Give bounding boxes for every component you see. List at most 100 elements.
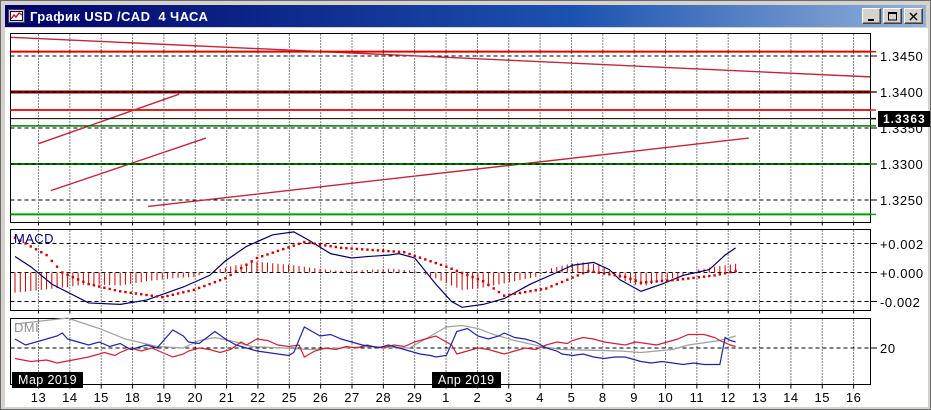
minimize-button[interactable] (862, 8, 881, 24)
macd-signal-dot (229, 273, 232, 277)
macd-signal-dot (197, 286, 201, 290)
macd-signal-dot (513, 292, 516, 296)
macd-signal-dot (545, 287, 548, 290)
macd-signal-dot (250, 260, 253, 263)
macd-signal-dot (150, 294, 153, 297)
minus-di-line (14, 333, 736, 364)
macd-signal-dot (697, 276, 700, 279)
macd-signal-dot (676, 278, 679, 281)
macd-signal-dot (439, 263, 443, 267)
macd-signal-dot (308, 241, 311, 245)
date-axis-label: 2 (473, 390, 482, 405)
price-axis-label: 1.3450 (880, 49, 924, 64)
macd-signal-dot (613, 273, 616, 277)
macd-signal-dot (492, 287, 495, 290)
macd-signal-dot (429, 260, 432, 263)
macd-signal-dot (124, 290, 127, 294)
macd-signal-dot (350, 247, 353, 250)
macd-signal-dot (360, 248, 364, 251)
date-axis-label: 16 (845, 390, 862, 405)
macd-signal-dot (239, 266, 243, 270)
date-axis-label: 28 (375, 390, 392, 405)
macd-signal-dot (524, 290, 527, 294)
title-bar[interactable]: График USD /CAD 4 ЧАСА (5, 5, 926, 27)
macd-signal-dot (560, 280, 564, 284)
macd-signal-dot (176, 292, 180, 295)
adx-line (14, 317, 736, 354)
macd-signal-dot (171, 293, 174, 296)
maximize-button[interactable] (883, 8, 902, 24)
macd-signal-dot (466, 273, 469, 277)
date-axis-label: 19 (156, 390, 172, 405)
macd-signal-dot (261, 255, 264, 258)
macd-signal-dot (392, 250, 395, 253)
macd-signal-dot (192, 288, 196, 292)
macd-signal-dot (455, 269, 459, 273)
macd-signal-dot (708, 274, 711, 278)
macd-signal-dot (287, 246, 290, 249)
macd-signal-dot (397, 250, 401, 254)
macd-signal-dot (13, 236, 17, 239)
minimize-icon (868, 18, 874, 21)
macd-signal-dot (45, 253, 48, 257)
macd-signal-dot (87, 282, 90, 286)
macd-signal-dot (734, 269, 737, 273)
macd-signal-dot (702, 275, 706, 278)
macd-signal-dot (403, 251, 406, 254)
macd-signal-dot (71, 275, 75, 279)
macd-signal-dot (418, 256, 422, 259)
macd-signal-dot (55, 265, 59, 268)
macd-signal-dot (629, 277, 632, 280)
macd-signal-dot (161, 295, 164, 299)
macd-signal-dot (382, 249, 385, 252)
price-axis-label: 1.3300 (880, 157, 924, 172)
macd-signal-dot (245, 263, 248, 266)
macd-signal-dot (129, 291, 132, 294)
macd-signal-dot (639, 281, 643, 284)
macd-signal-dot (134, 292, 138, 295)
macd-signal-dot (671, 278, 674, 282)
macd-signal-dot (203, 284, 206, 288)
maximize-icon (888, 11, 897, 20)
date-axis-label: 13 (751, 390, 768, 405)
macd-signal-dot (413, 254, 416, 258)
date-axis-label: 11 (689, 390, 705, 405)
date-axis-label: 1 (442, 390, 450, 405)
macd-signal-dot (518, 291, 522, 295)
macd-signal-dot (92, 284, 96, 287)
current-price-box: 1.3363 (878, 111, 930, 127)
macd-signal-dot (34, 248, 38, 251)
date-axis-label: 9 (630, 390, 638, 405)
macd-signal-dot (460, 271, 464, 275)
date-axis-label: 15 (93, 390, 109, 405)
macd-signal-dot (276, 249, 280, 253)
date-axis-label: 21 (218, 390, 235, 405)
macd-signal-dot (24, 242, 27, 245)
macd-signal-dot (19, 239, 22, 242)
date-axis-label: 18 (124, 390, 141, 405)
macd-panel[interactable] (10, 229, 871, 311)
close-button[interactable] (904, 8, 923, 24)
macd-signal-dot (108, 287, 111, 291)
macd-signal-dot (424, 258, 427, 261)
macd-signal-dot (534, 289, 537, 292)
close-icon (909, 11, 918, 21)
price-axis-label: 1.3400 (880, 85, 924, 100)
date-axis-label: 22 (250, 390, 266, 405)
macd-signal-dot (497, 290, 501, 294)
macd-signal-dot (687, 277, 690, 280)
date-axis-label: 10 (657, 390, 674, 405)
plus-di-line (14, 326, 736, 366)
macd-signal-dot (255, 256, 259, 260)
macd-signal-dot (487, 283, 490, 287)
macd-signal-dot (550, 285, 553, 288)
macd-signal-dot (539, 288, 543, 291)
macd-signal-dot (119, 290, 122, 293)
macd-signal-dot (345, 247, 348, 250)
macd-signal-dot (76, 278, 80, 281)
macd-signal-dot (634, 279, 637, 282)
macd-signal-dot (303, 240, 306, 244)
date-axis-label: 27 (344, 390, 360, 405)
